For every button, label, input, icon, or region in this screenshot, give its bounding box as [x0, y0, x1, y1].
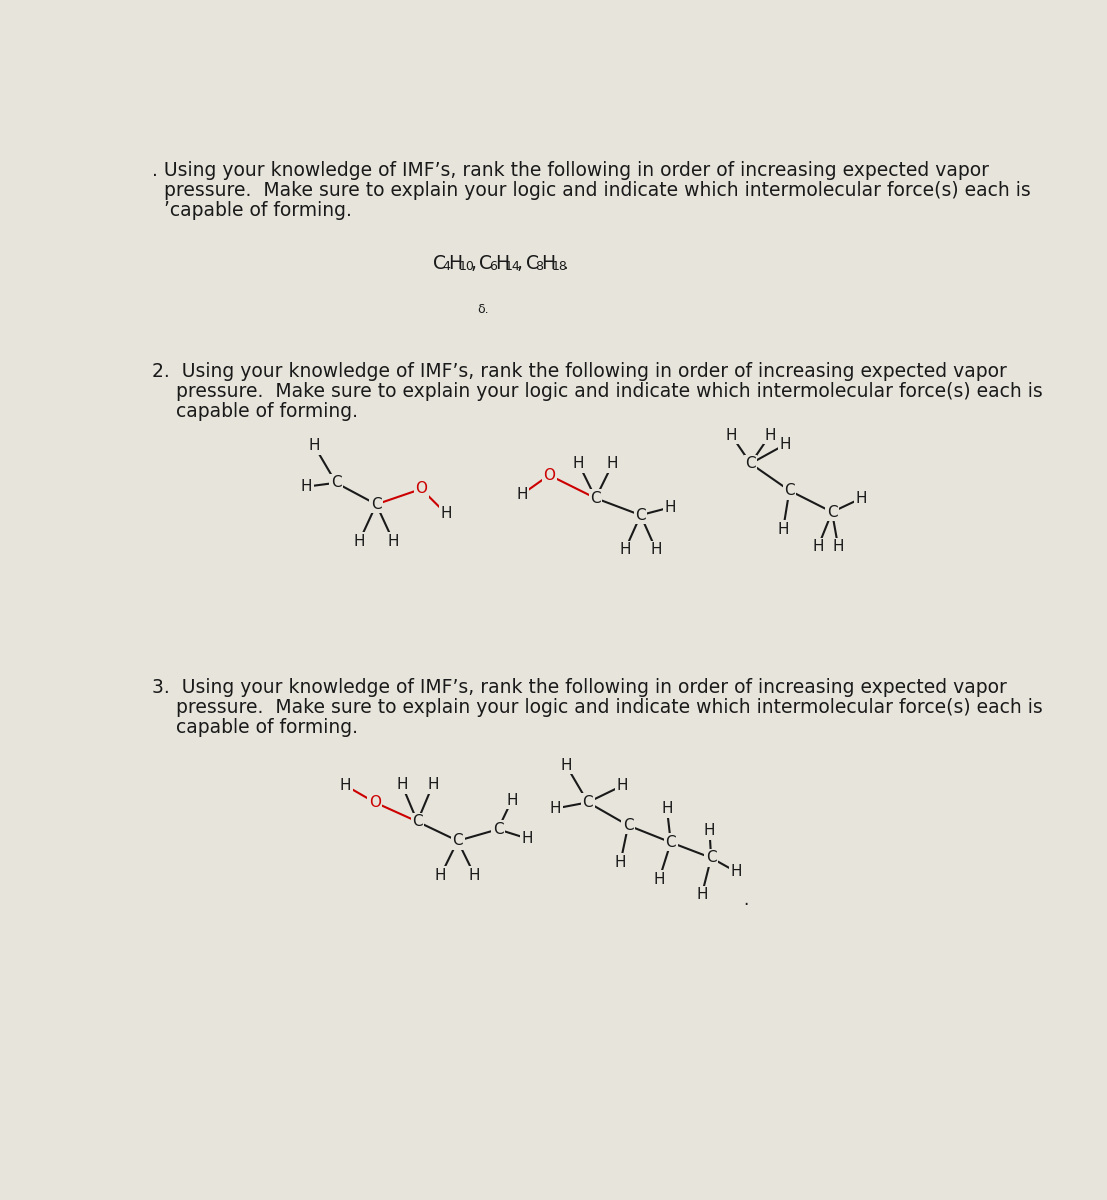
Text: C: C [635, 508, 645, 523]
Text: C: C [665, 835, 676, 850]
Text: H: H [495, 254, 509, 272]
Text: H: H [704, 823, 715, 839]
Text: H: H [664, 500, 675, 515]
Text: H: H [387, 534, 400, 548]
Text: 18: 18 [551, 260, 567, 272]
Text: H: H [396, 778, 407, 792]
Text: C: C [371, 497, 382, 512]
Text: H: H [856, 491, 867, 505]
Text: C: C [412, 814, 423, 829]
Text: H: H [353, 534, 365, 548]
Text: H: H [340, 778, 351, 793]
Text: 8: 8 [535, 260, 544, 272]
Text: C: C [623, 818, 633, 833]
Text: capable of forming.: capable of forming. [153, 402, 359, 421]
Text: pressure.  Make sure to explain your logic and indicate which intermolecular for: pressure. Make sure to explain your logi… [153, 697, 1043, 716]
Text: H: H [764, 427, 776, 443]
Text: ,: , [517, 254, 523, 272]
Text: 10: 10 [458, 260, 474, 272]
Text: H: H [560, 758, 572, 773]
Text: H: H [614, 854, 627, 870]
Text: ,: , [470, 254, 476, 272]
Text: . Using your knowledge of IMF’s, rank the following in order of increasing expec: . Using your knowledge of IMF’s, rank th… [153, 161, 990, 180]
Text: H: H [516, 487, 528, 502]
Text: pressure.  Make sure to explain your logic and indicate which intermolecular for: pressure. Make sure to explain your logi… [153, 382, 1043, 401]
Text: H: H [725, 427, 737, 443]
Text: C: C [453, 833, 463, 848]
Text: pressure.  Make sure to explain your logic and indicate which intermolecular for: pressure. Make sure to explain your logi… [153, 181, 1031, 200]
Text: H: H [427, 778, 438, 792]
Text: 14: 14 [505, 260, 520, 272]
Text: H: H [541, 254, 556, 272]
Text: C: C [582, 794, 593, 810]
Text: H: H [441, 506, 452, 521]
Text: H: H [301, 479, 312, 494]
Text: C: C [745, 456, 756, 472]
Text: H: H [469, 868, 480, 883]
Text: .: . [563, 254, 569, 272]
Text: δ.: δ. [477, 304, 489, 316]
Text: H: H [779, 437, 792, 451]
Text: C: C [479, 254, 493, 272]
Text: 3.  Using your knowledge of IMF’s, rank the following in order of increasing exp: 3. Using your knowledge of IMF’s, rank t… [153, 678, 1007, 697]
Text: H: H [607, 456, 619, 472]
Text: H: H [650, 542, 662, 557]
Text: H: H [617, 778, 629, 793]
Text: 4: 4 [442, 260, 451, 272]
Text: C: C [784, 482, 795, 498]
Text: H: H [549, 802, 561, 816]
Text: H: H [777, 522, 789, 536]
Text: H: H [696, 887, 707, 902]
Text: O: O [415, 481, 427, 497]
Text: H: H [448, 254, 463, 272]
Text: 6: 6 [488, 260, 497, 272]
Text: O: O [544, 468, 555, 482]
Text: C: C [526, 254, 539, 272]
Text: H: H [653, 872, 665, 887]
Text: H: H [832, 539, 844, 554]
Text: H: H [309, 438, 320, 454]
Text: C: C [493, 822, 504, 836]
Text: 2.  Using your knowledge of IMF’s, rank the following in order of increasing exp: 2. Using your knowledge of IMF’s, rank t… [153, 362, 1007, 380]
Text: H: H [661, 802, 673, 816]
Text: C: C [827, 504, 837, 520]
Text: C: C [433, 254, 446, 272]
Text: capable of forming.: capable of forming. [153, 718, 359, 737]
Text: C: C [590, 491, 601, 505]
Text: H: H [435, 868, 446, 883]
Text: C: C [331, 475, 341, 491]
Text: ʼcapable of forming.: ʼcapable of forming. [153, 200, 352, 220]
Text: C: C [706, 851, 716, 865]
Text: .: . [743, 892, 748, 910]
Text: O: O [369, 794, 381, 810]
Text: H: H [572, 456, 584, 472]
Text: H: H [731, 864, 742, 880]
Text: H: H [521, 832, 534, 846]
Text: H: H [506, 792, 518, 808]
Text: H: H [813, 539, 824, 554]
Text: H: H [619, 542, 631, 557]
